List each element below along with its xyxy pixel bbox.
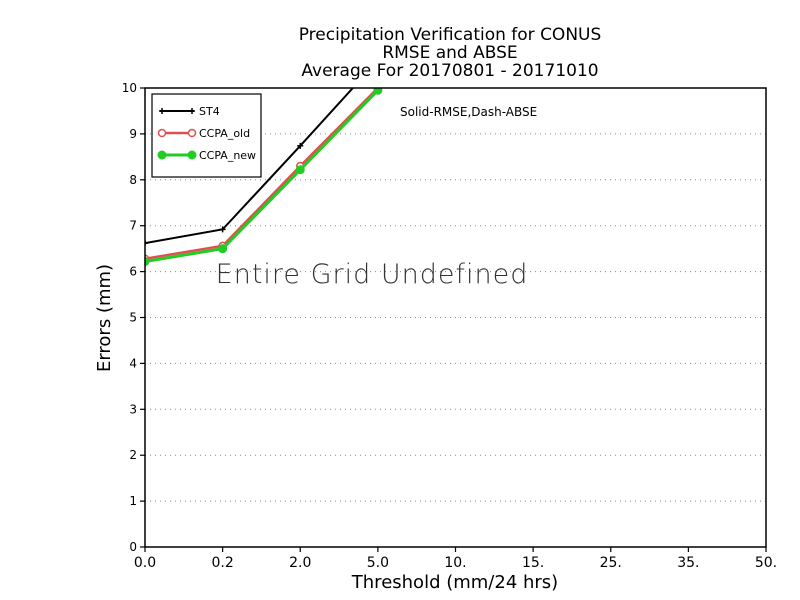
legend: ST4 CCPA_old CCPA_new [151,93,262,178]
series-line [145,88,355,245]
series-layer [145,57,383,267]
legend-box [151,93,262,178]
series-ccpa-new [145,88,383,267]
legend-item: ST4 [159,105,220,118]
x-tick-label: 5.0 [367,555,389,571]
y-tick-label: 7 [129,219,137,233]
y-tick-label: 2 [129,448,137,462]
filled-circle-marker [373,88,383,95]
series-line [145,88,379,260]
y-tick-label: 0 [129,540,137,554]
x-axis-ticks: 0.0 0.2 2.0 5.0 10. 15. 25. 35. 50. [134,547,777,571]
y-tick-label: 4 [129,356,137,370]
title-line-2: RMSE and ABSE [382,43,518,63]
chart-annotation: Solid-RMSE,Dash-ABSE [400,105,537,119]
series-line [145,89,379,263]
grid-lines [145,133,766,502]
x-tick-label: 25. [600,555,622,571]
title-line-3: Average For 20170801 - 20171010 [301,61,599,81]
filled-circle-marker [157,150,167,160]
y-tick-label: 8 [129,173,137,187]
legend-item: CCPA_old [157,127,250,140]
x-tick-label: 2.0 [289,555,311,571]
y-axis-label: Errors (mm) [94,264,115,372]
legend-item: CCPA_new [157,149,256,162]
x-axis-label: Threshold (mm/24 hrs) [351,572,558,593]
undefined-grid-message: Entire Grid Undefined [216,259,529,290]
y-axis-ticks: 0 1 2 3 4 5 6 7 8 9 10 [122,81,145,554]
y-tick-label: 9 [129,127,137,141]
plus-marker [219,226,226,233]
x-tick-label: 0.0 [134,555,156,571]
y-tick-label: 10 [122,81,137,95]
y-tick-label: 3 [129,402,137,416]
plus-marker [145,240,148,247]
x-tick-label: 0.2 [211,555,233,571]
filled-circle-marker [187,150,197,160]
plus-marker [375,57,381,63]
open-circle-marker [157,128,167,138]
plus-marker [159,108,165,114]
plus-marker [297,142,304,149]
legend-label: ST4 [199,105,220,118]
series-st4 [145,57,381,247]
x-tick-label: 35. [677,555,699,571]
filled-circle-marker [218,244,228,254]
x-tick-label: 15. [522,555,544,571]
y-tick-label: 6 [129,265,137,279]
title-line-1: Precipitation Verification for CONUS [298,25,602,45]
x-tick-label: 50. [755,555,777,571]
y-tick-label: 5 [129,311,137,325]
filled-circle-marker [145,257,150,267]
legend-label: CCPA_old [199,127,250,140]
plus-marker [189,108,195,114]
filled-circle-marker [295,165,305,175]
x-tick-label: 10. [444,555,466,571]
open-circle-marker [187,128,197,138]
y-tick-label: 1 [129,494,137,508]
legend-label: CCPA_new [199,149,256,162]
